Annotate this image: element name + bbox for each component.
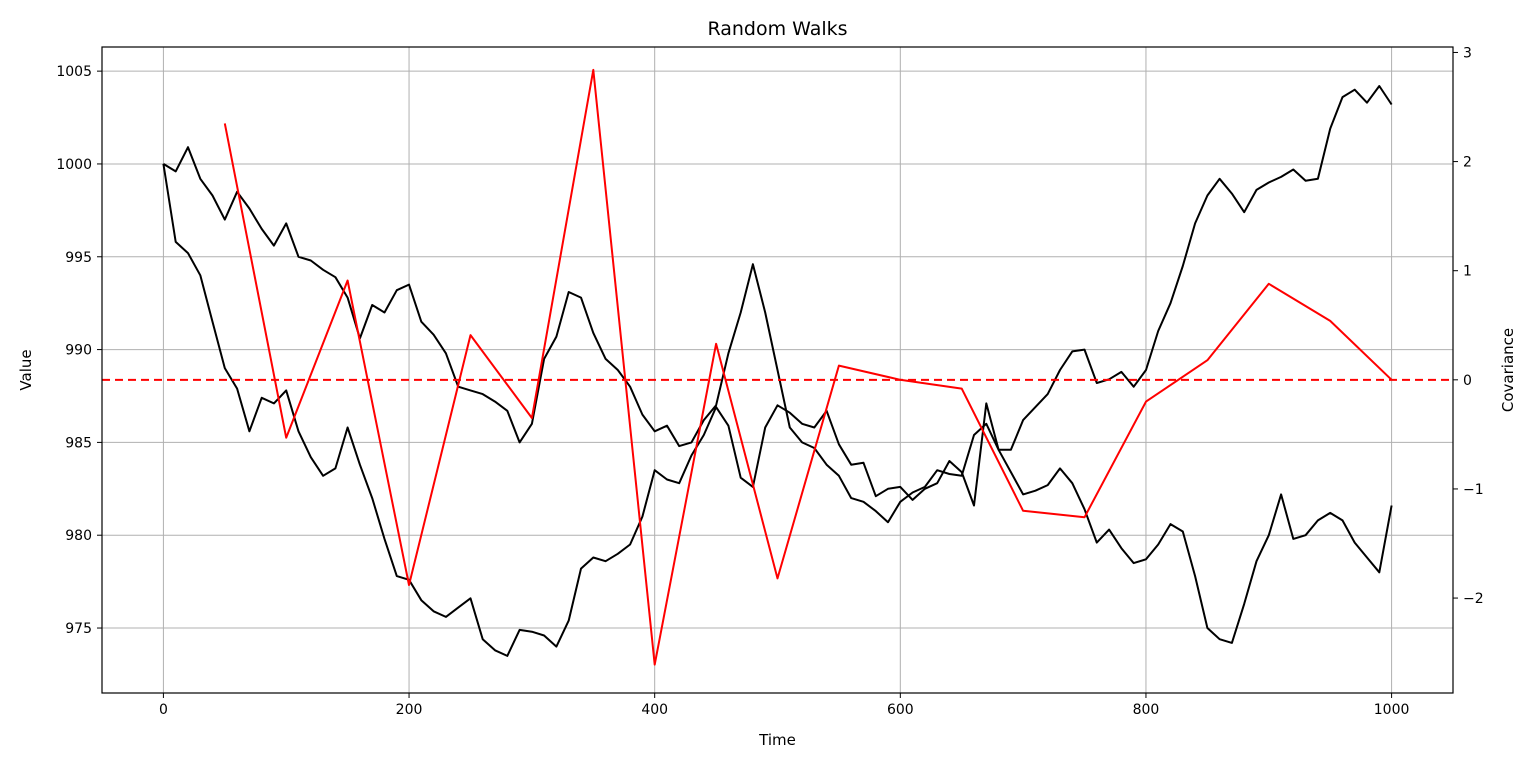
y2-tick-label: 2 [1463, 155, 1472, 171]
y-axis-label: Value [17, 349, 35, 390]
x-tick-label: 200 [396, 702, 423, 718]
chart-title: Random Walks [707, 18, 847, 40]
y2-axis-label: Covariance [1499, 328, 1517, 412]
y2-tick-label: 0 [1463, 373, 1472, 389]
y-tick-label: 1000 [56, 157, 92, 173]
y-tick-label: 1005 [56, 64, 92, 80]
y-tick-label: 990 [65, 343, 92, 359]
random-walk-line-2 [162, 85, 1393, 657]
y-tick-label: 985 [65, 435, 92, 451]
y2-tick-label: 3 [1463, 45, 1472, 61]
x-tick-label: 800 [1133, 702, 1160, 718]
ticks: 0 200 400 600 800 1000 975 980 985 990 995 1000 1005… [56, 45, 1483, 718]
covariance-line [223, 68, 1393, 666]
x-tick-label: 400 [641, 702, 668, 718]
x-axis-label: Time [758, 731, 796, 749]
random-walk-line-1 [162, 146, 1393, 644]
x-tick-label: 1000 [1374, 702, 1410, 718]
y-tick-label: 995 [65, 250, 92, 266]
plot-lines [102, 68, 1453, 666]
x-tick-label: 600 [887, 702, 914, 718]
y2-tick-label: −1 [1463, 482, 1484, 498]
y2-tick-label: −2 [1463, 591, 1484, 607]
y2-tick-label: 1 [1463, 264, 1472, 280]
plot-frame [101, 46, 1454, 694]
x-tick-label: 0 [159, 702, 168, 718]
y-tick-label: 975 [65, 621, 92, 637]
y-tick-label: 980 [65, 528, 92, 544]
